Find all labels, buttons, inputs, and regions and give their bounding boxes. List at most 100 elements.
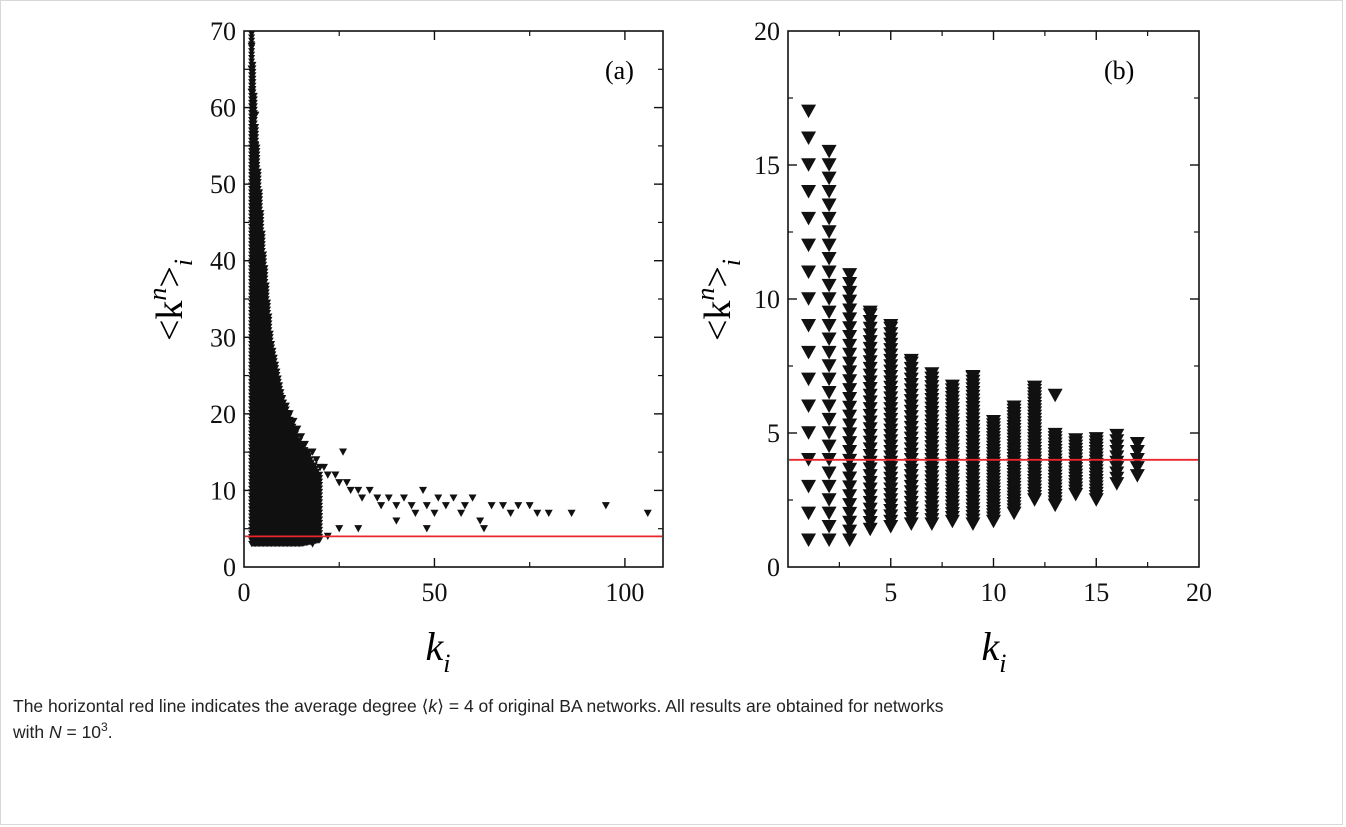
data-point bbox=[1129, 436, 1145, 451]
panel-b-label: (b) bbox=[1104, 56, 1134, 85]
data-point bbox=[257, 210, 265, 217]
data-point bbox=[821, 493, 837, 507]
data-point bbox=[258, 234, 266, 241]
data-point bbox=[265, 313, 273, 320]
panel-a-xlabel-main: k bbox=[426, 624, 445, 669]
data-point bbox=[251, 111, 260, 119]
data-point bbox=[821, 439, 837, 454]
data-point bbox=[312, 465, 320, 472]
data-point bbox=[821, 359, 837, 373]
data-point bbox=[354, 486, 363, 495]
data-point bbox=[842, 365, 858, 379]
data-point bbox=[251, 180, 260, 188]
data-point bbox=[262, 289, 270, 296]
data-point bbox=[842, 303, 858, 318]
data-point bbox=[262, 341, 271, 349]
caption-part2: = 4 of original BA networks. All results… bbox=[444, 696, 944, 716]
data-point bbox=[821, 332, 837, 346]
data-point bbox=[842, 391, 858, 406]
data-point bbox=[316, 475, 324, 482]
data-point bbox=[248, 58, 256, 65]
data-point bbox=[821, 158, 837, 172]
data-point bbox=[253, 151, 261, 158]
data-point bbox=[258, 230, 266, 238]
data-point bbox=[821, 211, 837, 226]
data-point bbox=[407, 502, 416, 510]
data-point bbox=[266, 356, 275, 364]
y-tick-label: 10 bbox=[754, 285, 780, 314]
data-point bbox=[1129, 461, 1145, 475]
data-point bbox=[801, 399, 817, 413]
panel-a-xlabel: ki bbox=[426, 624, 451, 678]
data-point bbox=[842, 285, 858, 300]
x-tick-label: 5 bbox=[884, 578, 897, 607]
data-point bbox=[346, 486, 355, 495]
data-point bbox=[801, 292, 817, 306]
data-point bbox=[260, 258, 268, 265]
data-point bbox=[821, 506, 837, 521]
data-point bbox=[643, 509, 652, 517]
data-point bbox=[253, 158, 261, 165]
data-point bbox=[306, 456, 314, 463]
data-point bbox=[476, 517, 485, 525]
data-point bbox=[821, 479, 837, 494]
data-point bbox=[965, 369, 981, 384]
panel-b-ylabel-sup: n bbox=[691, 288, 720, 301]
data-point bbox=[274, 387, 283, 395]
data-point bbox=[266, 337, 274, 344]
y-tick-label: 10 bbox=[210, 476, 236, 505]
data-point bbox=[260, 254, 268, 262]
data-point bbox=[801, 238, 817, 253]
data-point bbox=[255, 241, 264, 249]
data-point bbox=[801, 185, 817, 199]
caption-langle: ⟨ bbox=[421, 696, 429, 716]
caption-rangle: ⟩ bbox=[437, 696, 444, 716]
data-point bbox=[289, 417, 298, 426]
panel-a-ylabel-end: > bbox=[149, 266, 191, 287]
x-tick-label: 10 bbox=[981, 578, 1007, 607]
data-point bbox=[842, 312, 858, 326]
data-point bbox=[260, 261, 268, 269]
data-point bbox=[373, 494, 382, 502]
data-point bbox=[316, 485, 324, 492]
data-point bbox=[253, 161, 261, 169]
data-point bbox=[1047, 427, 1063, 442]
data-point bbox=[842, 418, 858, 432]
data-point bbox=[339, 448, 348, 456]
data-point bbox=[354, 525, 363, 533]
data-point bbox=[449, 494, 458, 502]
caption-part3: with bbox=[13, 722, 49, 742]
data-point bbox=[392, 517, 401, 525]
data-point bbox=[253, 165, 261, 172]
data-point bbox=[499, 502, 508, 510]
data-point bbox=[331, 471, 340, 479]
data-point bbox=[247, 88, 256, 96]
data-point bbox=[319, 463, 328, 472]
y-tick-label: 50 bbox=[210, 170, 236, 199]
data-point bbox=[358, 494, 367, 502]
data-point bbox=[254, 175, 262, 182]
y-tick-label: 0 bbox=[223, 553, 236, 582]
data-point bbox=[250, 96, 258, 103]
data-point bbox=[316, 516, 324, 523]
panel-b-ylabel-main: <k bbox=[697, 301, 739, 341]
y-tick-label: 20 bbox=[210, 400, 236, 429]
data-point bbox=[842, 445, 858, 459]
panel-a-dense-cluster bbox=[248, 30, 324, 548]
data-point bbox=[312, 456, 321, 464]
data-point bbox=[252, 130, 260, 138]
data-point bbox=[801, 265, 817, 279]
data-point bbox=[821, 372, 837, 387]
data-point bbox=[252, 134, 260, 141]
data-point bbox=[821, 412, 837, 427]
data-point bbox=[250, 103, 258, 110]
data-point bbox=[821, 278, 837, 293]
data-point bbox=[310, 462, 318, 469]
y-tick-label: 0 bbox=[767, 553, 780, 582]
data-point bbox=[316, 537, 324, 544]
data-point bbox=[842, 533, 858, 547]
data-point bbox=[270, 354, 278, 362]
caption-part5: . bbox=[107, 722, 113, 742]
